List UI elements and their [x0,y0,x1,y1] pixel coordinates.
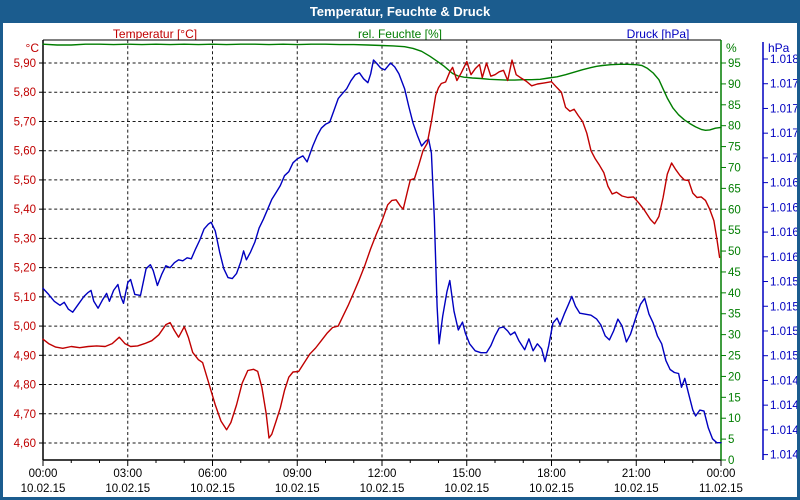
pressure-axis-unit: hPa [768,41,790,55]
temp-tick-label: 5,70 [14,116,36,128]
temperature-series-label: Temperatur [°C] [112,27,198,41]
pres-tick-label: 1.015 [770,326,799,338]
humidity-series-label: rel. Feuchte [%] [357,27,443,41]
hum-tick-label: 60 [728,204,741,216]
temp-tick-label: 4,60 [14,438,36,450]
temp-tick-label: 5,00 [14,321,36,333]
hum-series-line [42,43,722,132]
temp-tick-label: 5,40 [14,204,36,216]
hum-tick-label: 30 [728,330,741,342]
pres-tick-label: 1.015 [770,301,799,313]
pres-tick-label: 1.017 [770,79,799,91]
pres-tick-label: 1.014 [770,425,799,437]
hum-tick-label: 25 [728,351,741,363]
date-tick-label: 10.02.15 [529,483,574,495]
temp-tick-label: 4,70 [14,409,36,421]
pres-tick-label: 1.014 [770,375,799,387]
humidity-axis-unit: % [726,41,737,55]
pres-tick-label: 1.016 [770,252,799,264]
title-bar: Temperatur, Feuchte & Druck [3,0,797,23]
window-title: Temperatur, Feuchte & Druck [309,4,491,19]
temperature-axis-unit: °C [25,41,39,55]
date-tick-label: 11.02.15 [699,483,743,495]
chart-plot-area: 5,90 5,80 5,70 5,60 5,50 5,40 5,30 5,20 5,10 5,00… [14,39,799,495]
pres-tick-label: 1.016 [770,227,799,239]
pres-tick-label: 1.015 [770,277,799,289]
hum-tick-label: 65 [728,183,741,195]
time-tick-label: 09:00 [283,468,312,480]
pres-tick-label: 1.014 [770,450,799,462]
time-tick-label: 03:00 [113,468,142,480]
temp-tick-label: 5,50 [14,175,36,187]
temp-tick-label: 4,80 [14,380,36,392]
date-tick-label: 10.02.15 [614,483,659,495]
temp-tick-label: 5,90 [14,58,36,70]
date-tick-label: 10.02.15 [444,483,489,495]
hum-tick-label: 5 [728,434,734,446]
pres-tick-label: 1.016 [770,202,799,214]
date-tick-label: 10.02.15 [275,483,320,495]
temp-tick-label: 5,60 [14,146,36,158]
hum-tick-label: 55 [728,225,741,237]
hum-tick-label: 50 [728,246,741,258]
hum-tick-label: 0 [728,455,734,467]
time-tick-label: 06:00 [198,468,227,480]
hum-tick-label: 10 [728,413,741,425]
date-tick-label: 10.02.15 [105,483,150,495]
hum-tick-label: 80 [728,121,741,133]
temp-tick-label: 5,20 [14,263,36,275]
hum-tick-label: 90 [728,79,741,91]
hum-tick-label: 40 [728,288,741,300]
pres-tick-label: 1.017 [770,128,799,140]
hum-tick-label: 45 [728,267,741,279]
temp-tick-label: 4,90 [14,350,36,362]
temp-series-line [42,59,721,439]
hum-tick-label: 70 [728,162,741,174]
time-tick-label: 15:00 [452,468,481,480]
time-tick-label: 21:00 [622,468,651,480]
temp-tick-label: 5,10 [14,292,36,304]
time-tick-label: 00:00 [707,468,736,480]
hum-tick-label: 35 [728,309,741,321]
date-tick-label: 10.02.15 [21,483,66,495]
hum-tick-label: 20 [728,371,741,383]
pres-tick-label: 1.015 [770,351,799,363]
pres-tick-label: 1.017 [770,103,799,115]
time-tick-label: 12:00 [368,468,397,480]
date-tick-label: 10.02.15 [190,483,235,495]
date-tick-label: 10.02.15 [360,483,405,495]
temp-tick-label: 5,80 [14,87,36,99]
temp-tick-label: 5,30 [14,233,36,245]
pres-tick-label: 1.018 [770,54,799,66]
hum-tick-label: 15 [728,392,741,404]
time-tick-label: 00:00 [29,468,58,480]
pres-tick-label: 1.014 [770,400,799,412]
pres-tick-label: 1.016 [770,178,799,190]
pressure-series-label: Druck [hPa] [626,27,690,41]
hum-tick-label: 95 [728,58,741,70]
hum-tick-label: 75 [728,142,741,154]
pres-series-line [42,59,722,444]
hum-tick-label: 85 [728,100,741,112]
time-tick-label: 18:00 [537,468,566,480]
pres-tick-label: 1.017 [770,153,799,165]
